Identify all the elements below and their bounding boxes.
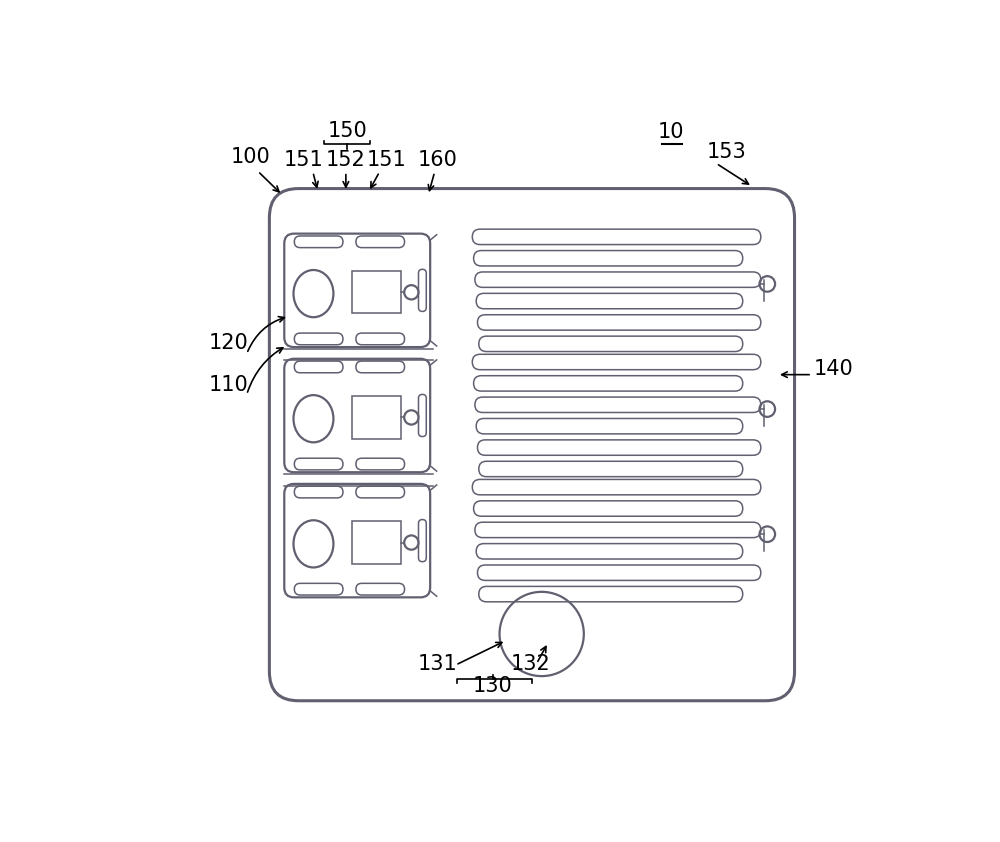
Text: 100: 100 <box>230 147 270 167</box>
Bar <box>352 271 401 313</box>
Text: 150: 150 <box>327 120 367 141</box>
Text: 151: 151 <box>284 150 324 170</box>
Text: 151: 151 <box>366 150 406 170</box>
Text: 131: 131 <box>418 653 458 674</box>
Text: 130: 130 <box>473 676 513 696</box>
Text: 120: 120 <box>209 333 248 353</box>
Text: 10: 10 <box>658 122 685 142</box>
Text: 110: 110 <box>209 376 248 396</box>
Text: 152: 152 <box>326 150 366 170</box>
Bar <box>352 521 401 563</box>
Text: 132: 132 <box>511 653 551 674</box>
Text: 153: 153 <box>707 142 747 163</box>
Text: 140: 140 <box>814 359 854 379</box>
Bar <box>352 397 401 439</box>
Text: 160: 160 <box>418 150 458 170</box>
